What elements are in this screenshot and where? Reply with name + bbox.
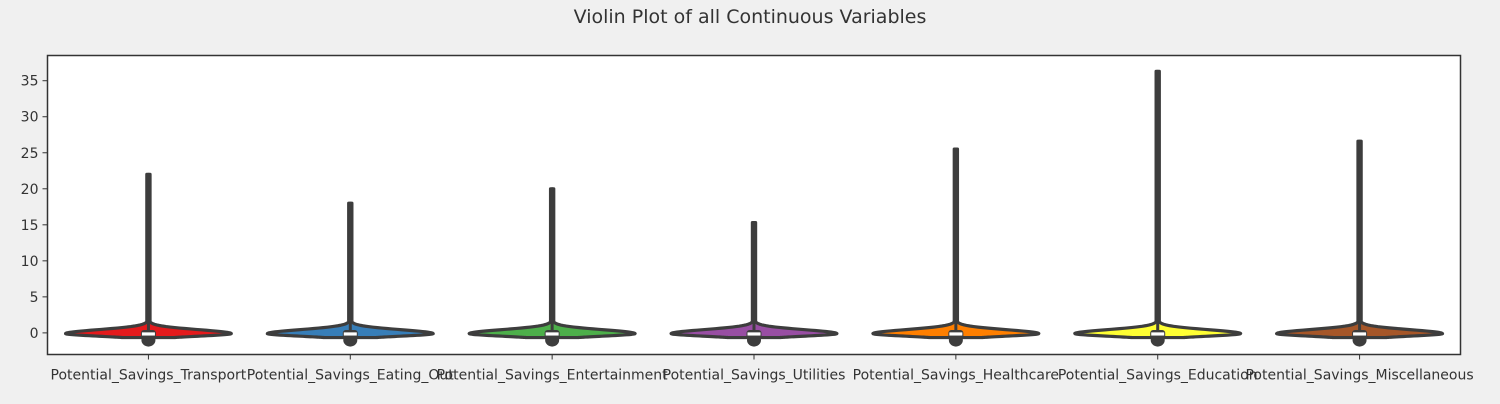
x-tick-label: Potential_Savings_Transport (51, 368, 247, 384)
violin-median (747, 332, 761, 336)
y-axis: 0 5 10 15 20 25 30 35 (21, 74, 48, 342)
y-tick-label: 0 (30, 326, 39, 342)
y-tick-label: 25 (21, 146, 39, 162)
x-tick-label: Potential_Savings_Eating_Out (247, 368, 454, 384)
violin-median (545, 332, 559, 336)
violin-median (949, 332, 963, 336)
x-tick-label: Potential_Savings_Utilities (663, 368, 846, 384)
x-tick-label: Potential_Savings_Education (1058, 368, 1258, 384)
x-tick-label: Potential_Savings_Healthcare (853, 368, 1059, 384)
x-tick-label: Potential_Savings_Miscellaneous (1245, 368, 1473, 384)
y-tick-label: 10 (21, 254, 39, 270)
y-tick-label: 30 (21, 110, 39, 126)
x-tick-label: Potential_Savings_Entertainment (437, 368, 669, 384)
violin-median (1151, 332, 1165, 336)
y-tick-label: 5 (30, 290, 39, 306)
y-tick-label: 15 (21, 218, 39, 234)
x-axis: Potential_Savings_Transport Potential_Sav… (51, 354, 1474, 384)
chart-title: Violin Plot of all Continuous Variables (574, 6, 927, 28)
violins (63, 69, 1445, 347)
y-tick-label: 20 (21, 182, 39, 198)
violin-median (343, 332, 357, 336)
violin-median (141, 332, 155, 336)
violin-median (1353, 332, 1367, 336)
y-tick-label: 35 (21, 74, 39, 90)
plot-frame (46, 54, 1462, 356)
